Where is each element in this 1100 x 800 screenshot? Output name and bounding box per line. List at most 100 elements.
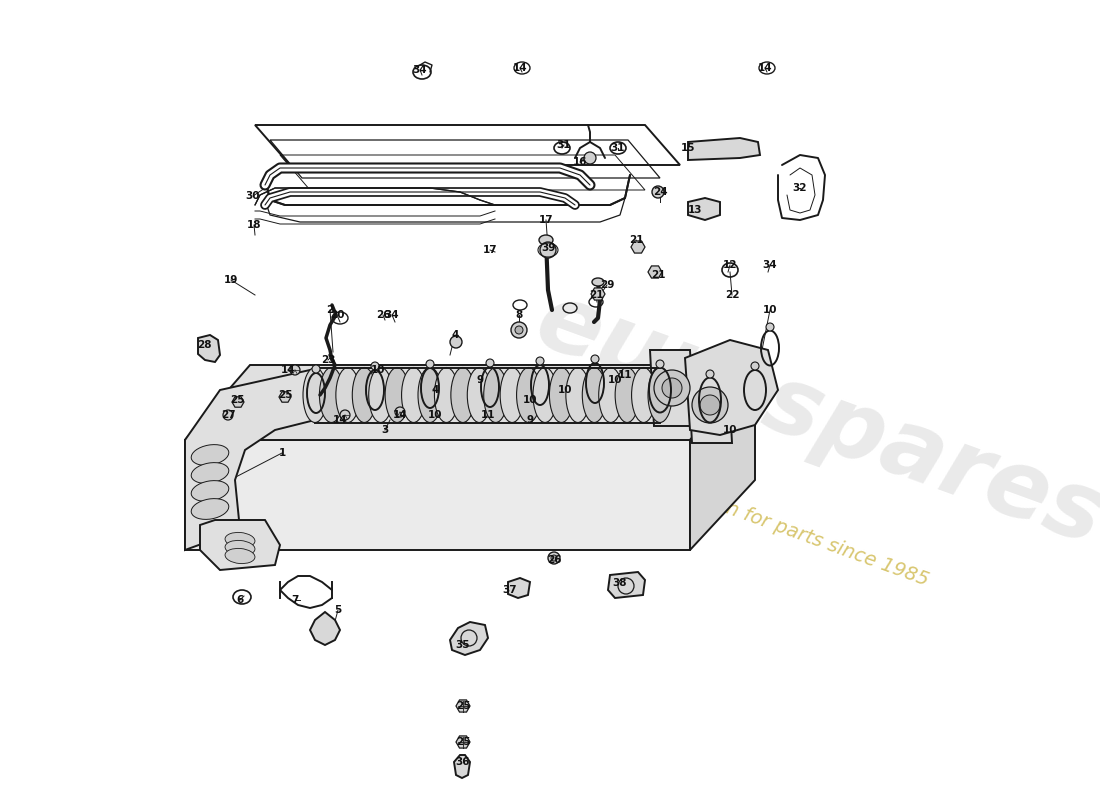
Polygon shape <box>185 365 755 440</box>
Ellipse shape <box>368 367 393 422</box>
Polygon shape <box>310 612 340 645</box>
Text: 25: 25 <box>230 395 244 405</box>
Circle shape <box>450 336 462 348</box>
Text: 24: 24 <box>652 187 668 197</box>
Ellipse shape <box>191 481 229 502</box>
Ellipse shape <box>336 367 360 422</box>
Circle shape <box>540 242 556 258</box>
Text: eurospares: eurospares <box>524 274 1100 566</box>
Text: 14: 14 <box>513 63 527 73</box>
Text: 7: 7 <box>292 595 299 605</box>
Text: 10: 10 <box>723 425 737 435</box>
Text: 22: 22 <box>725 290 739 300</box>
Ellipse shape <box>191 498 229 519</box>
Text: 6: 6 <box>236 595 243 605</box>
Circle shape <box>652 186 664 198</box>
Circle shape <box>290 365 300 375</box>
Ellipse shape <box>226 533 255 547</box>
Text: 14: 14 <box>393 410 407 420</box>
Ellipse shape <box>302 367 327 422</box>
Text: 31: 31 <box>557 140 571 150</box>
Polygon shape <box>232 397 244 407</box>
Polygon shape <box>690 365 755 550</box>
Ellipse shape <box>418 367 442 422</box>
Circle shape <box>548 552 560 564</box>
Polygon shape <box>454 755 470 778</box>
Text: 1: 1 <box>278 448 286 458</box>
Text: 9: 9 <box>476 375 484 385</box>
Ellipse shape <box>500 367 524 422</box>
Ellipse shape <box>468 367 492 422</box>
Text: 4: 4 <box>451 330 459 340</box>
Polygon shape <box>185 370 315 550</box>
Text: 10: 10 <box>371 365 385 375</box>
Circle shape <box>426 360 434 368</box>
Text: 37: 37 <box>503 585 517 595</box>
Text: 32: 32 <box>793 183 807 193</box>
Circle shape <box>312 365 320 373</box>
Text: 34: 34 <box>412 65 427 75</box>
Text: 18: 18 <box>246 220 262 230</box>
Polygon shape <box>198 335 220 362</box>
Text: 15: 15 <box>681 143 695 153</box>
Text: 14: 14 <box>280 365 295 375</box>
Text: 14: 14 <box>332 415 348 425</box>
Ellipse shape <box>592 278 604 286</box>
Ellipse shape <box>648 367 672 422</box>
Text: 9: 9 <box>527 415 534 425</box>
Text: 10: 10 <box>558 385 572 395</box>
Text: 17: 17 <box>483 245 497 255</box>
Text: 3: 3 <box>382 425 388 435</box>
Text: 21: 21 <box>651 270 666 280</box>
Text: 38: 38 <box>613 578 627 588</box>
Ellipse shape <box>615 367 639 422</box>
Circle shape <box>591 355 600 363</box>
Circle shape <box>662 378 682 398</box>
Ellipse shape <box>565 367 590 422</box>
Text: 25: 25 <box>455 701 471 711</box>
Circle shape <box>536 357 544 365</box>
Ellipse shape <box>385 367 409 422</box>
Polygon shape <box>608 572 645 598</box>
Text: 29: 29 <box>600 280 614 290</box>
Text: 20: 20 <box>330 310 344 320</box>
Polygon shape <box>185 440 690 550</box>
Text: 35: 35 <box>455 640 471 650</box>
Text: 21: 21 <box>629 235 644 245</box>
Polygon shape <box>279 392 292 402</box>
Text: 11: 11 <box>618 370 632 380</box>
Polygon shape <box>508 578 530 598</box>
Text: 10: 10 <box>522 395 537 405</box>
Text: 13: 13 <box>688 205 702 215</box>
Circle shape <box>700 395 720 415</box>
Text: 12: 12 <box>723 260 737 270</box>
Ellipse shape <box>191 445 229 466</box>
Ellipse shape <box>517 367 540 422</box>
Text: 34: 34 <box>762 260 778 270</box>
Circle shape <box>706 370 714 378</box>
Circle shape <box>340 410 350 420</box>
Text: 30: 30 <box>245 191 261 201</box>
Ellipse shape <box>582 367 606 422</box>
Circle shape <box>751 362 759 370</box>
Text: 31: 31 <box>610 143 625 153</box>
Text: 17: 17 <box>539 215 553 225</box>
Circle shape <box>486 359 494 367</box>
Circle shape <box>512 322 527 338</box>
Text: 28: 28 <box>197 340 211 350</box>
Ellipse shape <box>434 367 459 422</box>
Polygon shape <box>591 288 605 300</box>
Circle shape <box>371 362 380 370</box>
Circle shape <box>656 360 664 368</box>
Polygon shape <box>650 350 694 426</box>
Polygon shape <box>200 520 280 570</box>
Polygon shape <box>456 736 470 748</box>
Circle shape <box>395 407 405 417</box>
Text: 36: 36 <box>455 757 471 767</box>
Text: 27: 27 <box>221 410 235 420</box>
Text: 26: 26 <box>547 555 561 565</box>
Text: 19: 19 <box>223 275 239 285</box>
Ellipse shape <box>549 367 573 422</box>
Text: 14: 14 <box>758 63 772 73</box>
Polygon shape <box>688 367 732 443</box>
